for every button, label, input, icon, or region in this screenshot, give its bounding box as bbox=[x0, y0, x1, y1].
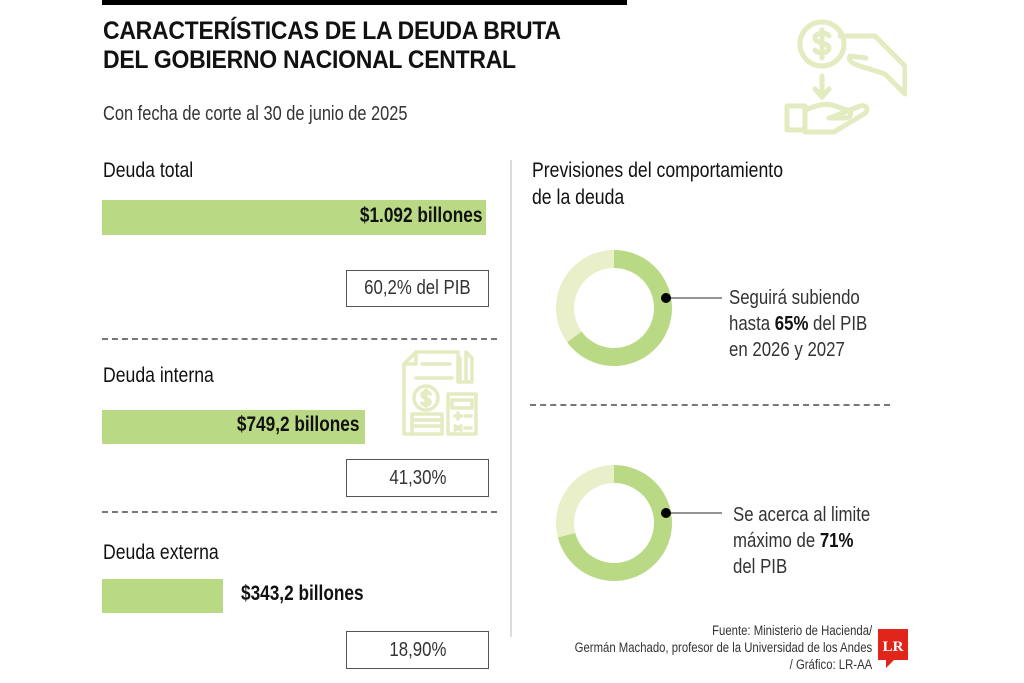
label-deuda-total: Deuda total bbox=[103, 159, 194, 182]
column-divider bbox=[510, 160, 512, 637]
label-deuda-interna: Deuda interna bbox=[103, 364, 214, 387]
pib-share-total: 60,2% del PIB bbox=[364, 277, 471, 299]
source-line-1: Fuente: Ministerio de Hacienda/ bbox=[711, 623, 872, 638]
invoice-calculator-coins-icon bbox=[402, 350, 478, 436]
callout-65-line-2: hasta 65% del PIB bbox=[729, 311, 867, 337]
bar-deuda-interna bbox=[102, 410, 365, 444]
divider-dashed-right bbox=[530, 404, 890, 406]
page-title: CARACTERÍSTICAS DE LA DEUDA BRUTA DEL GO… bbox=[103, 17, 561, 75]
donut-chart-65 bbox=[556, 250, 722, 366]
hand-coin-exchange-icon bbox=[784, 19, 907, 135]
pib-share-interna: 41,30% bbox=[389, 466, 446, 489]
divider-dashed bbox=[102, 511, 497, 513]
callout-marker bbox=[661, 293, 671, 303]
value-deuda-externa: $343,2 billones bbox=[241, 582, 364, 605]
callout-71-line-2: máximo de 71% bbox=[733, 528, 870, 554]
label-deuda-externa: Deuda externa bbox=[103, 541, 219, 564]
subtitle: Con fecha de corte al 30 de junio de 202… bbox=[103, 103, 408, 125]
callout-65: Seguirá subiendo hasta 65% del PIB en 20… bbox=[729, 285, 867, 363]
donut-chart-71 bbox=[556, 465, 722, 581]
donut-slice-remaining bbox=[556, 250, 614, 343]
value-deuda-total: $1.092 billones bbox=[359, 204, 482, 227]
callout-71-line-3: del PIB bbox=[733, 556, 788, 578]
callout-71-bold: 71% bbox=[819, 530, 854, 552]
callout-65-bold: 65% bbox=[774, 313, 809, 335]
callout-65-line-1: Seguirá subiendo bbox=[729, 287, 860, 309]
title-line-1: CARACTERÍSTICAS DE LA DEUDA BRUTA bbox=[103, 17, 561, 45]
pib-share-box-interna: 41,30% bbox=[346, 459, 489, 497]
pib-share-box-externa: 18,90% bbox=[346, 631, 489, 669]
value-deuda-interna: $749,2 billones bbox=[236, 413, 359, 436]
callout-marker bbox=[661, 508, 671, 518]
callout-65-line-3: en 2026 y 2027 bbox=[729, 339, 845, 361]
donut-slice-value bbox=[567, 250, 672, 366]
bar-deuda-total bbox=[102, 200, 486, 235]
bar-deuda-externa bbox=[102, 579, 223, 613]
source-note: Fuente: Ministerio de Hacienda/ Germán M… bbox=[574, 622, 872, 673]
pib-share-externa: 18,90% bbox=[389, 638, 446, 661]
right-panel-title: Previsiones del comportamiento de la deu… bbox=[532, 157, 783, 211]
divider-dashed bbox=[102, 338, 497, 340]
title-line-2: DEL GOBIERNO NACIONAL CENTRAL bbox=[103, 46, 516, 74]
callout-65-pre: hasta bbox=[729, 313, 775, 335]
callout-65-post: del PIB bbox=[808, 313, 868, 335]
header-rule bbox=[102, 0, 627, 5]
pib-share-box-total: 60,2% del PIB bbox=[346, 270, 489, 307]
lr-logo: LR bbox=[878, 629, 908, 668]
callout-71-pre: máximo de bbox=[733, 530, 820, 552]
callout-71: Se acerca al limite máximo de 71% del PI… bbox=[733, 502, 870, 580]
right-title-line-1: Previsiones del comportamiento bbox=[532, 159, 784, 182]
right-title-line-2: de la deuda bbox=[532, 186, 625, 209]
callout-71-line-1: Se acerca al limite bbox=[733, 504, 871, 526]
donut-slice-value bbox=[557, 465, 672, 581]
source-line-3: / Gráfico: LR-AA bbox=[789, 657, 872, 672]
source-line-2: Germán Machado, profesor de la Universid… bbox=[574, 640, 872, 655]
donut-slice-remaining bbox=[556, 465, 614, 538]
lr-logo-text: LR bbox=[883, 639, 904, 655]
